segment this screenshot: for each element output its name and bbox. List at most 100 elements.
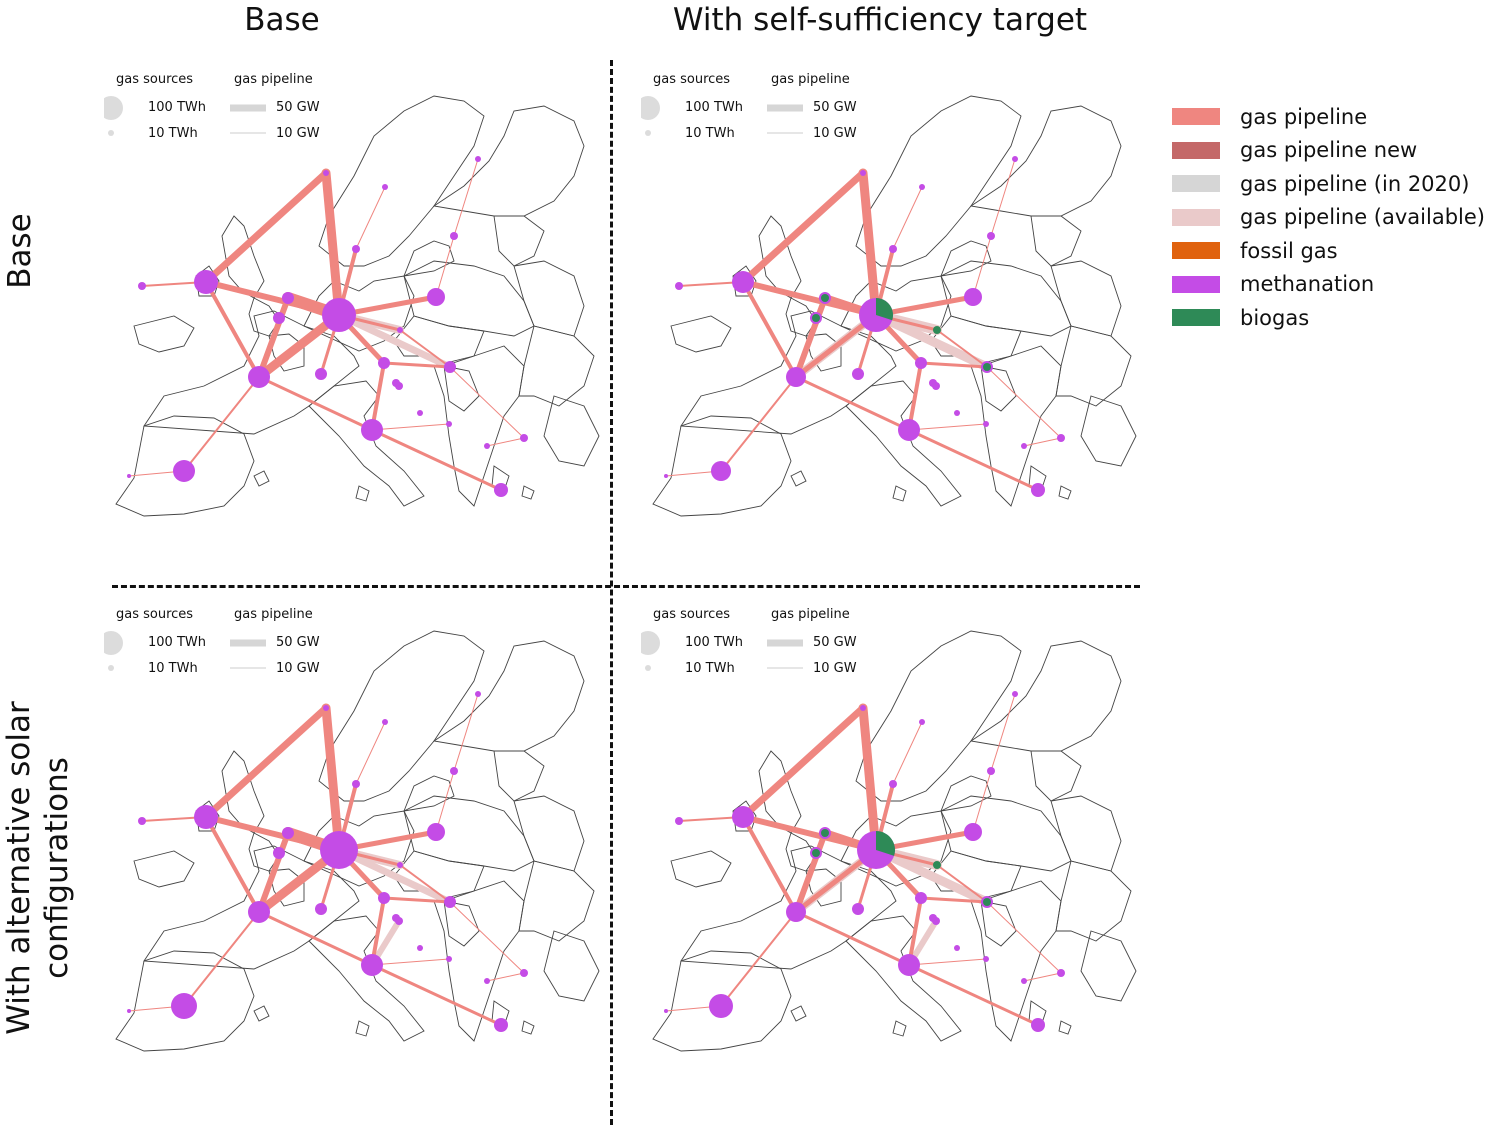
country-outline	[758, 215, 802, 299]
methanation-source-ch	[315, 368, 327, 380]
methanation-source-ch	[852, 903, 864, 915]
legend-item-biogas: biogas	[1172, 301, 1485, 335]
map-panel-base-alt: gas sources gas pipeline 100 TWh 10 TWh 50 G…	[104, 601, 604, 1111]
methanation-source-de	[322, 298, 356, 332]
country-outline	[845, 915, 962, 1042]
methanation-source-ba	[954, 945, 960, 951]
methanation-source-ro	[520, 434, 528, 442]
pipeline-line	[355, 721, 386, 785]
country-outline	[845, 380, 962, 507]
country-outline	[805, 868, 842, 907]
pipeline-line	[986, 366, 1062, 439]
legend-label: gas pipeline	[1240, 104, 1368, 129]
biogas-source	[812, 314, 820, 322]
legend-swatch	[1172, 108, 1220, 126]
methanation-source-lt	[987, 767, 995, 775]
methanation-source-ro	[1057, 969, 1065, 977]
methanation-source-ba	[417, 410, 423, 416]
pipeline-line	[793, 830, 828, 915]
europe-map	[115, 95, 600, 517]
methanation-source-hr	[395, 382, 403, 390]
pipeline-line	[256, 830, 291, 915]
sources-legend-title: gas sources	[653, 72, 731, 87]
biogas-source	[821, 829, 829, 837]
source-size-symbol	[104, 631, 123, 655]
pipeline-line	[382, 361, 452, 369]
map-panel-base-base: gas sources gas pipeline 100 TWh 10 TWh 50 G…	[104, 66, 604, 576]
methanation-source-bg	[484, 978, 490, 984]
methanation-source-es	[709, 994, 733, 1018]
methanation-source-lt	[450, 767, 458, 775]
methanation-source-ben	[282, 827, 294, 839]
methanation-source-gb	[194, 805, 218, 829]
pipeline-line	[990, 158, 1016, 237]
methanation-source-ire	[675, 282, 683, 290]
biogas-source	[983, 363, 991, 371]
legend-label: methanation	[1240, 272, 1375, 297]
map-panel-selfsuff-alt: gas sources gas pipeline 100 TWh 10 TWh 50 G…	[641, 601, 1141, 1111]
legend-item-methanation: methanation	[1172, 268, 1485, 302]
gas-sources	[664, 691, 1065, 1032]
pipeline-width-10: 10 GW	[813, 661, 857, 676]
source-size-symbol	[104, 96, 123, 120]
pipeline-line	[399, 864, 451, 903]
methanation-source-bg	[484, 443, 490, 449]
country-borders	[115, 630, 600, 1052]
country-outline	[195, 265, 220, 297]
country-outline	[308, 915, 425, 1042]
country-outline	[493, 750, 545, 802]
methanation-source-swe	[382, 184, 388, 190]
pipeline-line	[720, 911, 797, 1007]
country-borders	[115, 95, 600, 517]
source-size-symbol	[108, 665, 114, 671]
methanation-source-ire	[138, 282, 146, 290]
sources-legend-title: gas sources	[116, 72, 194, 87]
gas-pipelines	[128, 158, 525, 492]
pipeline-legend-title: gas pipeline	[234, 607, 313, 622]
country-outline	[513, 795, 585, 872]
country-outline	[805, 333, 842, 372]
country-outline	[513, 260, 585, 337]
sources-legend-title: gas sources	[653, 607, 731, 622]
legend-swatch	[1172, 208, 1220, 226]
vertical-divider	[610, 60, 613, 1125]
country-outline	[855, 95, 1022, 267]
country-outline	[521, 485, 535, 500]
country-outline	[969, 105, 1122, 217]
country-outline	[195, 800, 220, 832]
pipeline-line	[741, 815, 798, 914]
pipeline-line	[986, 901, 1062, 974]
size-legend-symbols	[641, 631, 803, 671]
methanation-source-cz	[397, 862, 403, 868]
pipeline-line	[972, 770, 992, 833]
methanation-source-lt	[450, 232, 458, 240]
pipeline-line	[741, 280, 798, 379]
methanation-source-fr	[786, 367, 806, 387]
map-panel-selfsuff-base: gas sources gas pipeline 100 TWh 10 TWh 50 G…	[641, 66, 1141, 576]
methanation-source-pl	[964, 288, 982, 306]
country-outline	[980, 900, 1017, 947]
country-outline	[1055, 325, 1132, 407]
country-outline	[1030, 750, 1082, 802]
country-outline	[1050, 260, 1122, 337]
methanation-source-cz	[397, 327, 403, 333]
methanation-source-pt	[664, 474, 668, 478]
pipeline-line	[908, 423, 987, 431]
row-title-base: Base	[2, 213, 38, 289]
column-title-self-sufficiency: With self-sufficiency target	[672, 2, 1088, 38]
pipeline-line	[183, 911, 260, 1007]
pipeline-line	[486, 972, 525, 982]
pipeline-line	[858, 168, 881, 320]
pipeline-width-10: 10 GW	[813, 126, 857, 141]
country-borders	[652, 95, 1137, 517]
pipeline-line	[355, 186, 386, 250]
country-outline	[969, 640, 1122, 752]
biogas-source	[821, 294, 829, 302]
pipeline-line	[370, 361, 386, 432]
pipeline-line	[919, 896, 989, 904]
pipeline-line	[453, 158, 479, 237]
size-legend: gas sources gas pipeline 100 TWh 10 TWh 50 G…	[104, 601, 334, 676]
country-outline	[652, 415, 792, 517]
country-outline	[518, 325, 595, 407]
size-legend-symbols	[104, 96, 266, 136]
